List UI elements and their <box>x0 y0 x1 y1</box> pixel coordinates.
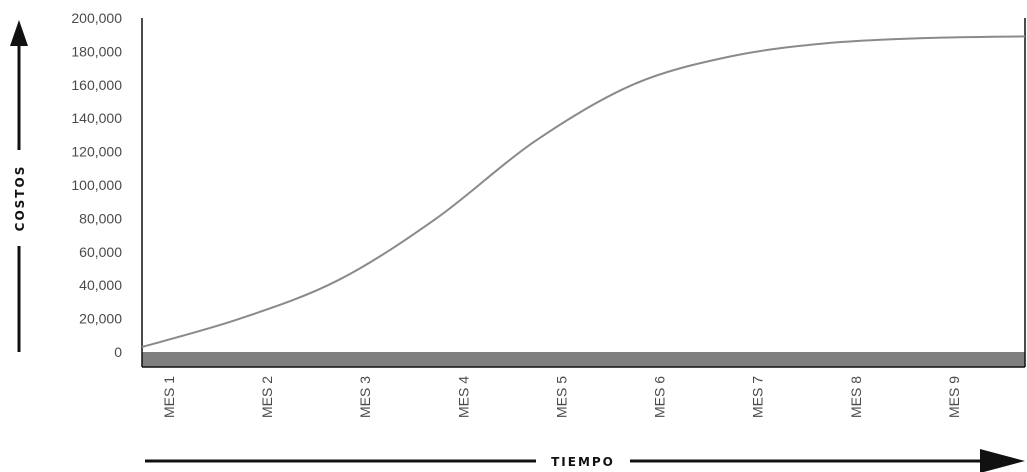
y-axis-tick-labels: 0 20,000 40,000 60,000 80,000 100,000 120,000 1… <box>71 10 122 360</box>
y-tick-label: 120,000 <box>71 144 122 160</box>
x-tick-label: MES 4 <box>455 376 471 418</box>
x-axis-arrow: TIEMPO <box>145 449 1025 472</box>
y-tick-label: 0 <box>114 344 122 360</box>
y-tick-label: 20,000 <box>79 311 122 327</box>
y-tick-label: 180,000 <box>71 43 122 59</box>
y-tick-label: 60,000 <box>79 244 122 260</box>
x-tick-label: MES 7 <box>750 376 766 418</box>
x-tick-label: MES 3 <box>357 376 373 418</box>
x-tick-label: MES 2 <box>259 376 275 418</box>
cost-series-line <box>141 35 1026 348</box>
x-axis-title: TIEMPO <box>551 455 615 469</box>
y-axis-arrow: COSTOS <box>10 20 28 352</box>
y-arrow-head <box>10 20 28 46</box>
x-tick-label: MES 5 <box>553 376 569 418</box>
x-tick-label: MES 1 <box>161 376 177 418</box>
y-tick-label: 140,000 <box>71 110 122 126</box>
y-tick-label: 80,000 <box>79 210 122 226</box>
y-tick-label: 40,000 <box>79 277 122 293</box>
baseline-band <box>142 352 1025 367</box>
y-tick-label: 100,000 <box>71 177 122 193</box>
y-tick-label: 160,000 <box>71 77 122 93</box>
x-tick-label: MES 8 <box>848 376 864 418</box>
x-axis-tick-labels: MES 1 MES 2 MES 3 MES 4 MES 5 MES 6 MES 7 MES 8… <box>161 376 962 418</box>
x-tick-label: MES 9 <box>946 376 962 418</box>
y-axis-title: COSTOS <box>13 165 27 232</box>
y-tick-label: 200,000 <box>71 10 122 26</box>
x-arrow-head <box>980 449 1025 472</box>
x-tick-label: MES 6 <box>652 376 668 418</box>
